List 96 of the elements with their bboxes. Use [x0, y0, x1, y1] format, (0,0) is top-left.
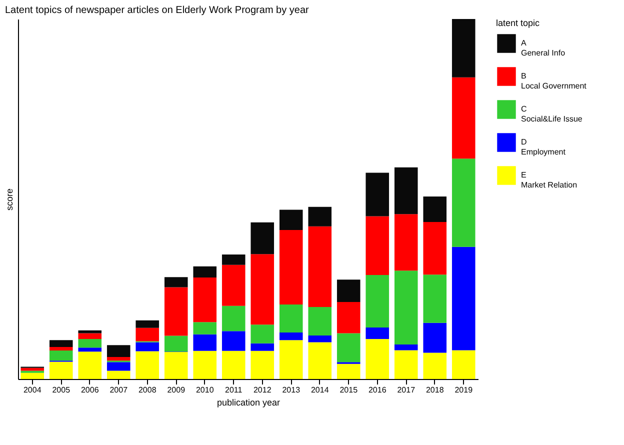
bar — [49, 346, 73, 351]
bar — [366, 172, 390, 216]
x-tick-label: 2005 — [52, 386, 71, 394]
bar — [423, 222, 447, 275]
bar — [250, 222, 274, 254]
bar — [394, 214, 418, 271]
bar — [366, 339, 390, 379]
bar — [78, 339, 102, 348]
bar — [308, 335, 332, 342]
bar — [366, 328, 390, 340]
bar — [336, 364, 360, 379]
bar — [423, 196, 447, 222]
bar — [308, 307, 332, 336]
x-tick-label: 2016 — [368, 386, 387, 394]
legend-label: E Market Relation — [521, 170, 578, 190]
bar — [106, 362, 130, 371]
bar — [250, 343, 274, 351]
bar — [78, 352, 102, 379]
bar — [452, 19, 476, 78]
bar — [452, 158, 476, 247]
bar — [136, 342, 160, 352]
bar — [423, 322, 447, 353]
bar — [136, 328, 160, 342]
bar — [394, 167, 418, 214]
bar — [222, 306, 246, 332]
bar — [452, 350, 476, 379]
bar — [394, 344, 418, 350]
legend-title: latent topic — [496, 18, 540, 28]
bar — [366, 216, 390, 275]
bar — [308, 342, 332, 379]
bar — [336, 302, 360, 334]
bar — [279, 332, 303, 340]
bar — [279, 304, 303, 333]
legend-label: B Local Government — [521, 72, 588, 90]
bar — [279, 340, 303, 379]
x-axis-title: publication year — [216, 398, 280, 408]
y-axis-title: score — [4, 188, 14, 211]
bar — [20, 372, 44, 379]
bar — [193, 334, 217, 351]
legend-label: D Employment — [521, 138, 566, 156]
bar — [222, 254, 246, 265]
bar — [250, 254, 274, 325]
bar — [164, 277, 188, 288]
x-tick-label: 2013 — [282, 386, 301, 394]
chart-title: Latent topics of newspaper articles on Elderly Work Program by year — [5, 5, 310, 16]
bar — [78, 333, 102, 340]
bar — [452, 246, 476, 350]
x-tick-label: 2006 — [80, 386, 100, 394]
bar — [78, 330, 102, 334]
legend-label: C Social&Life Issue — [521, 104, 583, 124]
x-tick-label: 2012 — [253, 386, 272, 394]
bar — [394, 350, 418, 379]
bar — [250, 324, 274, 344]
bar — [250, 350, 274, 379]
x-tick-label: 2004 — [23, 386, 42, 394]
bar — [78, 348, 102, 352]
bar — [164, 352, 188, 379]
bar — [279, 210, 303, 230]
bar — [136, 320, 160, 328]
bar — [222, 264, 246, 306]
x-tick-label: 2014 — [310, 386, 330, 394]
bar — [193, 322, 217, 334]
bar — [452, 77, 476, 159]
x-tick-label: 2008 — [138, 386, 157, 394]
bar — [193, 277, 217, 322]
bar — [279, 230, 303, 304]
bar — [336, 280, 360, 302]
x-tick-label: 2017 — [397, 386, 416, 394]
x-tick-label: 2011 — [225, 386, 243, 394]
bar — [423, 352, 447, 379]
bar — [164, 336, 188, 352]
x-tick-label: 2018 — [426, 386, 444, 394]
bar — [366, 274, 390, 328]
x-tick-label: 2010 — [196, 386, 214, 394]
bar — [308, 206, 332, 226]
legend-label: A General Info — [521, 38, 566, 58]
bar — [336, 333, 360, 362]
x-tick-label: 2007 — [110, 386, 128, 394]
bar — [222, 331, 246, 351]
bar — [222, 350, 246, 379]
bar — [308, 226, 332, 307]
x-tick-label: 2009 — [167, 386, 186, 394]
bar — [193, 266, 217, 278]
bar — [164, 287, 188, 336]
bar — [49, 362, 73, 379]
bar — [136, 351, 160, 379]
bar — [394, 270, 418, 344]
x-tick-label: 2019 — [454, 386, 474, 394]
bar — [49, 350, 73, 361]
x-tick-label: 2015 — [340, 386, 358, 394]
bar — [49, 340, 73, 347]
bar — [106, 370, 130, 379]
bar — [106, 345, 130, 358]
bar — [106, 357, 130, 361]
bar — [193, 350, 217, 379]
bar — [423, 274, 447, 323]
